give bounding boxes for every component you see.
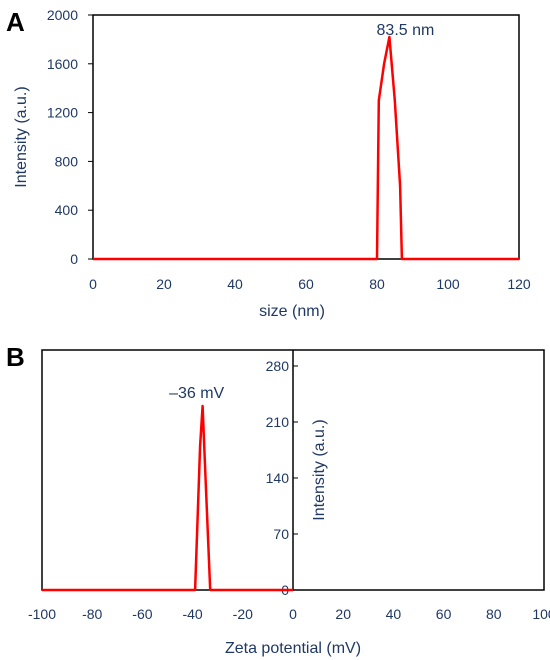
panel-b-x-ticks: -100 -80 -60 -40 -20 0 20 40 60 80 100 bbox=[28, 606, 550, 622]
panel-a-series-line bbox=[93, 35, 519, 261]
panel-a-y-ticks: 0 400 800 1200 1600 2000 bbox=[47, 7, 93, 267]
panel-a: A 0 400 800 1200 1600 2000 0 20 40 60 80 100 120 83… bbox=[6, 7, 531, 320]
panel-a-y-tick-label: 0 bbox=[70, 251, 78, 267]
panel-b-y-tick-label: 280 bbox=[266, 358, 290, 374]
panel-b-x-axis-title: Zeta potential (mV) bbox=[225, 640, 361, 657]
panel-b-x-tick-label: -20 bbox=[233, 606, 253, 622]
panel-a-peak-annotation: 83.5 nm bbox=[377, 22, 435, 39]
panel-b-x-tick-label: 0 bbox=[289, 606, 297, 622]
panel-a-y-tick-label: 400 bbox=[55, 202, 79, 218]
panel-b-x-tick-label: -60 bbox=[132, 606, 152, 622]
panel-a-x-tick-label: 100 bbox=[436, 276, 460, 292]
panel-b-x-tick-label: -40 bbox=[182, 606, 202, 622]
panel-b-x-tick-label: 40 bbox=[386, 606, 402, 622]
panel-a-x-tick-label: 20 bbox=[156, 276, 172, 292]
panel-a-x-tick-label: 120 bbox=[507, 276, 531, 292]
panel-b-y-axis-title: Intensity (a.u.) bbox=[311, 419, 328, 520]
panel-a-x-tick-label: 40 bbox=[227, 276, 243, 292]
panel-a-plot-frame bbox=[92, 14, 520, 260]
panel-a-x-ticks: 0 20 40 60 80 100 120 bbox=[89, 276, 531, 292]
panel-a-letter: A bbox=[6, 7, 25, 37]
panel-a-x-tick-label: 80 bbox=[369, 276, 385, 292]
panel-a-x-axis-title: size (nm) bbox=[259, 303, 325, 320]
panel-b-x-tick-label: 100 bbox=[532, 606, 550, 622]
panel-a-x-tick-label: 60 bbox=[298, 276, 314, 292]
panel-a-x-tick-label: 0 bbox=[89, 276, 97, 292]
panel-b-series-line bbox=[42, 404, 293, 592]
panel-a-series bbox=[93, 35, 519, 261]
panel-b-letter: B bbox=[6, 342, 25, 372]
panel-b-y-tick-label: 140 bbox=[266, 470, 290, 486]
panel-a-y-axis-title: Intensity (a.u.) bbox=[13, 86, 30, 187]
panel-b-peak-annotation: –36 mV bbox=[169, 385, 224, 402]
panel-a-y-tick-label: 2000 bbox=[47, 7, 78, 23]
panel-b-x-tick-label: 80 bbox=[486, 606, 502, 622]
panel-b-x-tick-label: -80 bbox=[82, 606, 102, 622]
panel-a-y-tick-label: 1600 bbox=[47, 56, 78, 72]
panel-a-y-tick-label: 800 bbox=[55, 153, 79, 169]
panel-b-x-tick-label: -100 bbox=[28, 606, 56, 622]
panel-b-x-tick-label: 60 bbox=[436, 606, 452, 622]
panel-b-x-tick-label: 20 bbox=[335, 606, 351, 622]
panel-b: B 0 70 140 210 280 -100 -80 -60 -40 -20 0 20 40 60 80… bbox=[6, 342, 550, 657]
panel-b-series bbox=[42, 404, 293, 592]
panel-b-y-tick-label: 70 bbox=[273, 526, 289, 542]
panel-b-y-tick-label: 210 bbox=[266, 414, 290, 430]
panel-a-y-tick-label: 1200 bbox=[47, 105, 78, 121]
